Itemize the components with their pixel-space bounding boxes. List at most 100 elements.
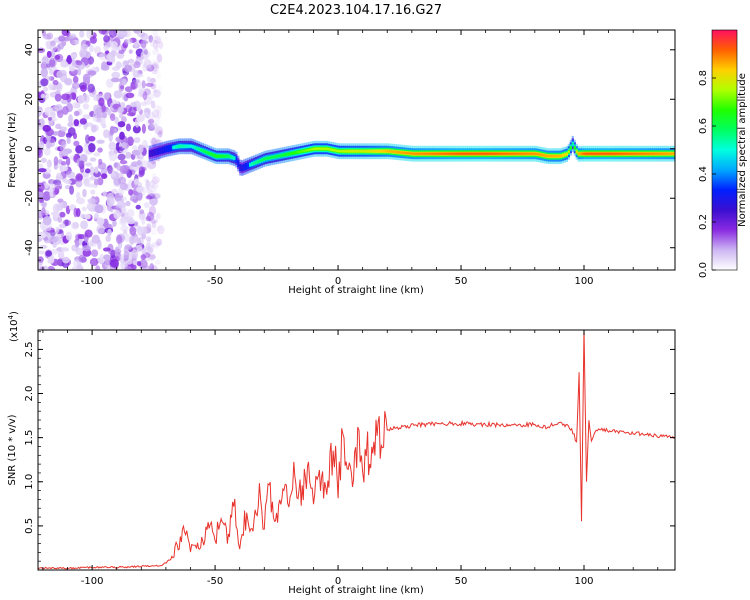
spectrogram-noise-cell — [77, 234, 86, 240]
spectrogram-ridge-cell — [160, 146, 163, 154]
colorbar-tick-label: 0.0 — [698, 262, 709, 278]
spectrogram-ridge-cell — [268, 156, 271, 159]
spectrogram-ridge-cell — [335, 149, 338, 152]
spectrogram-noise-cell — [108, 141, 117, 151]
spectrogram-ridge-cell — [502, 152, 506, 155]
spectrogram-ridge-cell — [262, 158, 265, 161]
spectrogram-noise-cell — [39, 265, 45, 270]
spectrogram-noise-cell — [48, 254, 55, 264]
spectrogram-ridge-cell — [298, 150, 301, 153]
spectrogram-noise-cell — [96, 217, 105, 226]
spectrogram-noise-cell — [151, 179, 159, 185]
spectrogram-ridge-cell — [433, 152, 437, 155]
spectrogram-ridge-cell — [168, 144, 171, 152]
spectrogram-noise-cell — [114, 246, 120, 255]
spectrogram-ridge-cell — [237, 160, 240, 168]
spectrogram-ridge-cell — [186, 145, 189, 148]
spectrogram-ridge-cell — [563, 153, 567, 156]
spectrogram-ridge-cell — [577, 152, 580, 155]
spectrogram-noise-cell — [103, 254, 111, 261]
spectrogram-noise-cell — [146, 76, 152, 83]
spectrogram-noise-cell — [82, 245, 91, 252]
spectrogram-noise-cell — [80, 43, 89, 50]
spectrogram-noise-cell — [155, 126, 164, 136]
spectrogram-noise-cell — [153, 123, 159, 133]
spectrogram-ridge-cell — [603, 152, 606, 155]
spectrogram-ridge-cell — [351, 150, 354, 153]
spectrogram-noise-cell — [151, 59, 158, 67]
spectrogram-noise-cell — [93, 46, 102, 55]
spectrogram-ridge-cell — [479, 152, 482, 155]
spectrogram-ridge-cell — [321, 147, 325, 150]
spectrogram-noise-cell — [109, 125, 115, 136]
spectrogram-noise-cell — [124, 265, 133, 270]
spectrogram-ridge-cell — [331, 148, 334, 152]
spectrogram-ridge-cell — [607, 152, 610, 155]
spectrogram-ridge-cell — [500, 152, 504, 155]
spectrogram-ridge-cell — [447, 152, 450, 155]
spectrogram-ridge-cell — [357, 150, 360, 153]
spectrogram-noise-cell — [39, 244, 48, 249]
spectrogram-noise-cell — [46, 159, 52, 168]
spectrogram-ridge-cell — [310, 148, 313, 151]
spectrogram-noise-cell — [145, 119, 154, 128]
spectrogram-noise-cell — [155, 71, 162, 80]
spectrogram-ridge-cell — [374, 150, 378, 153]
spectrogram-noise-cell — [48, 57, 57, 68]
spectrogram-ridge-cell — [632, 152, 635, 155]
spectrogram-ridge-cell — [217, 155, 220, 158]
spectrogram-noise-cell — [98, 53, 108, 61]
spectrogram-ridge-cell — [518, 152, 521, 155]
spectrogram-noise-cell — [108, 249, 117, 255]
spectrogram-x-tick-label: 50 — [455, 276, 468, 287]
spectrogram-ridge-cell — [601, 152, 604, 155]
spectrogram-noise-cell — [148, 35, 154, 43]
spectrogram-noise-cell — [140, 226, 148, 235]
spectrogram-noise-cell — [115, 234, 123, 244]
spectrogram-noise-cell — [62, 151, 69, 156]
spectrogram-noise-cell — [60, 61, 69, 68]
spectrogram-noise-cell — [124, 233, 131, 243]
spectrogram-ridge-cell — [176, 145, 179, 148]
spectrogram-noise-cell — [41, 207, 46, 217]
spectrogram-noise-cell — [145, 256, 153, 262]
spectrogram-noise-cell — [111, 188, 118, 194]
spectrogram-ridge-cell — [587, 152, 590, 155]
spectrogram-noise-cell — [152, 88, 158, 94]
spectrogram-noise-cell — [153, 89, 161, 98]
spectrogram-noise-cell — [145, 242, 151, 250]
spectrogram-noise-cell — [58, 159, 63, 165]
spectrogram-ridge-cell — [205, 151, 208, 154]
spectrogram-noise-cell — [71, 82, 80, 90]
spectrogram-noise-cell — [56, 70, 63, 79]
spectrogram-noise-cell — [84, 122, 94, 127]
spectrogram-noise-cell — [50, 235, 59, 243]
spectrogram-noise-cell — [117, 106, 123, 114]
spectrogram-noise-cell — [151, 114, 160, 125]
spectrogram-noise-cell — [151, 220, 157, 229]
spectrogram-ridge-cell — [386, 150, 389, 153]
spectrogram-ridge-cell — [424, 152, 427, 155]
spectrogram-noise-cell — [99, 253, 105, 262]
spectrogram-noise-cell — [139, 209, 145, 215]
spectrogram-noise-cell — [46, 50, 52, 58]
spectrogram-noise-cell — [158, 41, 164, 49]
spectrogram-ridge-cell — [235, 156, 238, 164]
spectrogram-ridge-cell — [266, 157, 269, 160]
spectrogram-ridge-cell — [630, 152, 633, 155]
spectrogram-noise-cell — [147, 180, 155, 189]
spectrogram-ridge-cell — [481, 152, 484, 155]
spectrogram-noise-cell — [68, 114, 73, 124]
spectrogram-noise-cell — [128, 188, 134, 196]
spectrogram-ridge-cell — [520, 152, 523, 155]
spectrogram-ridge-cell — [548, 155, 551, 158]
spectrogram-ridge-cell — [304, 149, 307, 152]
spectrogram-noise-cell — [61, 247, 70, 252]
spectrogram-ridge-cell — [475, 152, 478, 155]
spectrogram-ridge-cell — [308, 148, 311, 151]
spectrogram-y-tick-label: 0 — [24, 146, 35, 152]
spectrogram-ridge-cell — [189, 145, 193, 148]
spectrogram-ridge-cell — [345, 150, 348, 153]
spectrogram-ridge-cell — [327, 148, 330, 151]
spectrogram-ridge-cell — [443, 152, 447, 155]
